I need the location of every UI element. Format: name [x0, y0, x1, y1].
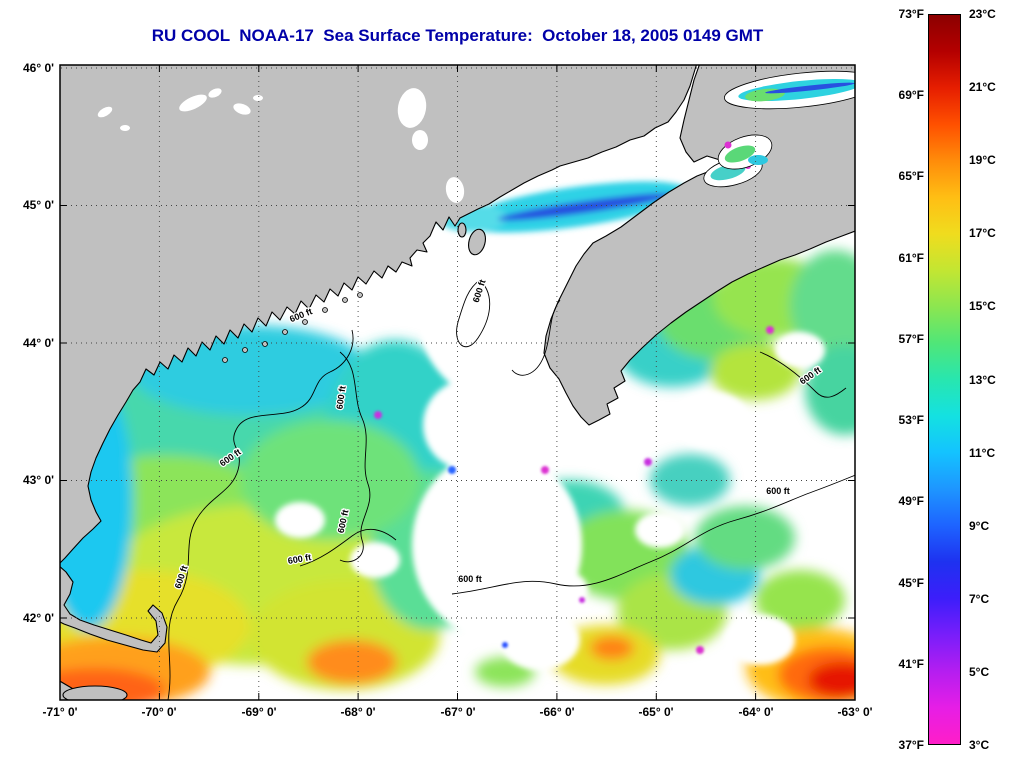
land-cape-cod [60, 566, 168, 653]
colorbar-c-label: 7°C [969, 592, 990, 606]
colorbar-c-label: 13°C [969, 373, 996, 387]
colorbar-c-label: 23°C [969, 7, 996, 21]
land-mainland [60, 65, 697, 564]
plot-border [59, 64, 856, 701]
x-tick-label: -66° 0' [539, 705, 575, 719]
x-tick-label: -70° 0' [141, 705, 177, 719]
x-tick-label: -69° 0' [241, 705, 277, 719]
colorbar-f-label: 73°F [898, 7, 924, 21]
x-tick-label: -67° 0' [440, 705, 476, 719]
inland-lakes [97, 88, 465, 203]
y-tick-label: 42° 0' [22, 611, 54, 625]
colorbar-f-label: 53°F [898, 413, 924, 427]
contour-label: 600 ft [766, 486, 790, 496]
colorbar-f-label: 61°F [898, 251, 924, 265]
colorbar-c-label: 21°C [969, 80, 996, 94]
contour-label: 600 ft [334, 385, 347, 410]
land-grand-manan [468, 228, 486, 256]
colorbar-c-label: 15°C [969, 299, 996, 313]
colorbar-c-label: 3°C [969, 738, 990, 752]
contour-label: 600 ft [458, 574, 482, 584]
colorbar-f-label: 41°F [898, 657, 924, 671]
land-layer [60, 65, 855, 700]
y-tick-label: 46° 0' [22, 61, 54, 75]
colorbar-c-label: 9°C [969, 519, 990, 533]
axis-ticks [60, 65, 855, 700]
colorbar-c-label: 17°C [969, 226, 996, 240]
x-tick-label: -65° 0' [638, 705, 674, 719]
colorbar-f-label: 37°F [898, 738, 924, 752]
colorbar-c-label: 11°C [969, 446, 996, 460]
colorbar-c-label: 5°C [969, 665, 990, 679]
x-tick-label: -68° 0' [340, 705, 376, 719]
grid-lines [61, 66, 854, 699]
y-tick-label: 45° 0' [22, 198, 54, 212]
colorbar-c-label: 19°C [969, 153, 996, 167]
colorbar-f-label: 45°F [898, 576, 924, 590]
y-tick-label: 43° 0' [22, 473, 54, 487]
y-tick-label: 44° 0' [22, 336, 54, 350]
colorbar-f-label: 49°F [898, 494, 924, 508]
cloud-gaps [275, 240, 825, 670]
x-tick-label: -63° 0' [837, 705, 873, 719]
x-tick-label: -64° 0' [738, 705, 774, 719]
colorbar-gradient [928, 14, 961, 745]
colorbar-f-label: 69°F [898, 88, 924, 102]
colorbar-f-label: 57°F [898, 332, 924, 346]
depth-contours [167, 279, 855, 700]
colorbar-f-label: 65°F [898, 169, 924, 183]
minas-basin [703, 134, 773, 188]
figure-title: RU COOL NOAA-17 Sea Surface Temperature:… [151, 26, 764, 45]
land-campobello [457, 222, 467, 238]
northumberland-strait [724, 70, 855, 110]
land-marthas-vineyard [62, 685, 128, 700]
x-tick-label: -71° 0' [42, 705, 78, 719]
